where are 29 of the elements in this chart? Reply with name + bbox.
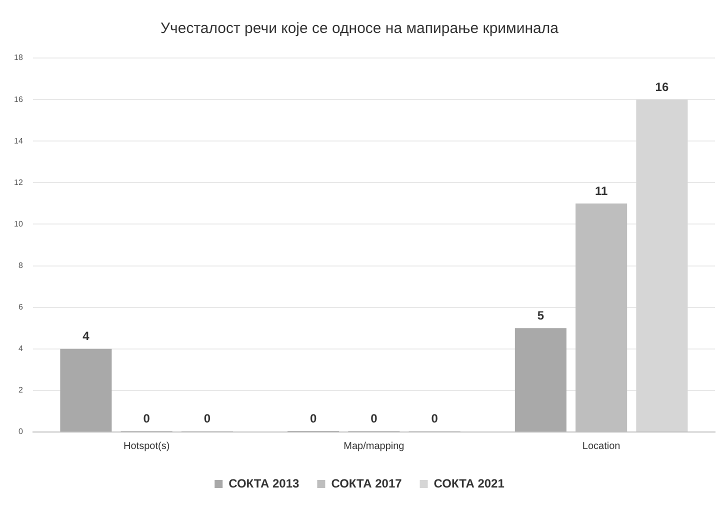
data-label: 0: [143, 411, 150, 426]
x-tick-label: Map/mapping: [344, 440, 404, 452]
y-tick-label: 8: [18, 260, 24, 270]
data-label: 0: [431, 411, 438, 426]
y-tick-label: 10: [14, 219, 24, 228]
bar: [60, 348, 112, 432]
y-tick-label: 6: [18, 302, 24, 312]
data-label: 0: [310, 411, 317, 426]
data-label: 5: [537, 308, 544, 322]
y-tick-label: 12: [14, 178, 24, 187]
x-tick-label: Location: [582, 440, 620, 452]
y-tick-label: 14: [14, 136, 24, 146]
legend-label: СОКТА 2021: [434, 476, 505, 490]
bar: [636, 100, 688, 432]
data-label: 4: [82, 329, 90, 344]
chart-title: Учесталост речи које се односе на мапирање криминала: [160, 20, 560, 38]
data-label: 11: [594, 184, 608, 198]
y-tick-label: 4: [18, 344, 24, 354]
legend-label: СОКТА 2013: [228, 476, 300, 490]
y-tick-label: 16: [14, 94, 24, 104]
y-tick-label: 18: [14, 53, 24, 62]
y-tick-label: 0: [18, 427, 24, 436]
x-tick-label: Hotspot(s): [124, 440, 170, 452]
bar: [514, 328, 566, 432]
data-label: 16: [655, 80, 669, 94]
legend-label: СОКТА 2017: [331, 476, 402, 490]
data-label: 0: [370, 411, 378, 426]
data-label: 0: [204, 411, 211, 426]
y-tick-label: 2: [18, 386, 24, 395]
